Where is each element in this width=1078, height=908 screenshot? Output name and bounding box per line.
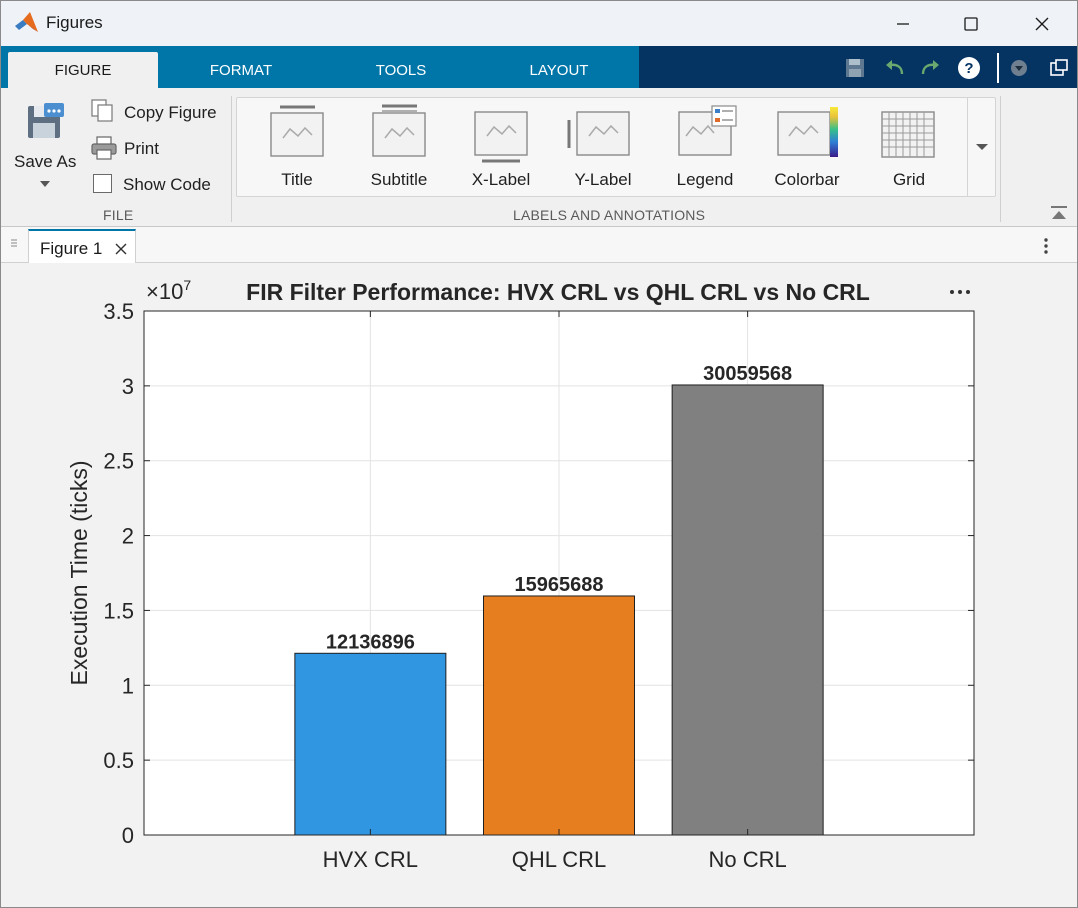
tab-figure-1[interactable]: Figure 1	[28, 229, 136, 263]
copy-figure-icon	[91, 99, 113, 122]
exponent-label: ×107	[146, 277, 191, 304]
chevron-down-icon	[40, 181, 50, 187]
x-tick-label: No CRL	[709, 847, 787, 872]
close-icon	[1035, 17, 1049, 31]
maximize-icon	[964, 17, 978, 31]
bar-chart: 12136896 15965688 30059568 0 0.5 1 1.5 2 2.5 3 3.…	[66, 277, 975, 872]
show-code-label[interactable]: Show Code	[123, 175, 211, 194]
y-tick-label: 1	[122, 673, 134, 698]
undock-button[interactable]	[1045, 54, 1073, 82]
maximize-button[interactable]	[951, 9, 991, 39]
bar-no-crl[interactable]	[671, 384, 824, 836]
y-tick-label: 0	[122, 823, 134, 848]
x-tick-label: QHL CRL	[512, 847, 607, 872]
x-tick-label: HVX CRL	[323, 847, 418, 872]
data-label: 30059568	[703, 363, 792, 385]
y-tick-label: 3.5	[103, 299, 134, 324]
y-tick-label: 2	[122, 524, 134, 549]
y-label-icon	[567, 111, 630, 156]
colorbar-label: Colorbar	[774, 170, 840, 189]
legend-gallery-item[interactable]: Legend	[654, 98, 756, 198]
colorbar-gallery-item[interactable]: Colorbar	[756, 98, 858, 198]
y-axis-label: Execution Time (ticks)	[66, 461, 92, 686]
y-label-gallery-item[interactable]: Y-Label	[552, 98, 654, 198]
undo-button[interactable]	[881, 54, 909, 82]
bar-qhl-crl[interactable]	[483, 595, 635, 836]
minimize-icon	[897, 23, 909, 25]
redo-button[interactable]	[916, 54, 944, 82]
chart-title: FIR Filter Performance: HVX CRL vs QHL C…	[246, 279, 870, 305]
grid-gallery-item[interactable]: Grid	[858, 98, 960, 198]
bar-hvx-crl[interactable]	[294, 652, 447, 836]
close-tab-icon[interactable]	[114, 242, 128, 256]
y-tick-label: 1.5	[103, 598, 134, 623]
undo-icon	[886, 60, 904, 75]
print-button[interactable]: Print	[124, 139, 159, 158]
undock-icon	[1050, 59, 1068, 76]
labels-gallery: Title Subtitle X-Label	[236, 97, 996, 197]
labels-group-caption: LABELS AND ANNOTATIONS	[513, 207, 706, 223]
tab-figure[interactable]: FIGURE	[8, 52, 158, 88]
y-label-label: Y-Label	[574, 170, 632, 189]
file-group-caption: FILE	[103, 207, 134, 223]
drag-handle-icon[interactable]	[10, 238, 18, 252]
ribbon-tab-strip: FIGURE FORMAT TOOLS LAYOUT ?	[1, 46, 1077, 88]
y-tick-label: 3	[122, 374, 134, 399]
save-icon	[846, 59, 864, 77]
axes-toolbar-button[interactable]	[950, 290, 970, 294]
data-label: 15965688	[515, 574, 604, 596]
colorbar-icon	[777, 107, 838, 157]
copy-figure-button[interactable]: Copy Figure	[124, 103, 217, 122]
tab-tools[interactable]: TOOLS	[375, 61, 427, 79]
help-button[interactable]: ?	[955, 54, 983, 82]
x-label-label: X-Label	[471, 170, 531, 189]
matlab-logo-icon	[15, 12, 38, 32]
title-gallery-item[interactable]: Title	[246, 98, 348, 198]
redo-icon	[921, 60, 939, 75]
document-tab-strip: Figure 1	[1, 227, 1077, 263]
axis-ticks: 0 0.5 1 1.5 2 2.5 3 3.5 HVX CRL QHL CRL No CRL	[103, 299, 974, 872]
close-button[interactable]	[1022, 9, 1062, 39]
y-tick-label: 2.5	[103, 449, 134, 474]
grid-icon	[881, 111, 935, 158]
subtitle-gallery-item[interactable]: Subtitle	[348, 98, 450, 198]
x-label-icon	[474, 111, 528, 163]
collapse-icon	[1011, 60, 1027, 76]
exponent-power: 7	[183, 277, 191, 293]
legend-label: Legend	[676, 170, 734, 189]
save-as-icon	[28, 103, 64, 138]
grid-label: Grid	[892, 170, 926, 189]
tab-format[interactable]: FORMAT	[209, 61, 273, 79]
svg-text:?: ?	[964, 60, 973, 77]
save-as-button[interactable]: Save As	[14, 152, 77, 171]
save-button[interactable]	[841, 54, 869, 82]
subtitle-icon	[372, 104, 426, 157]
title-icon	[270, 105, 324, 157]
collapse-button[interactable]	[1005, 54, 1033, 82]
bars: 12136896 15965688 30059568	[294, 363, 824, 836]
title-bar: Figures	[1, 1, 1077, 46]
subtitle-label: Subtitle	[370, 170, 428, 189]
title-label: Title	[281, 170, 313, 189]
y-tick-label: 0.5	[103, 748, 134, 773]
gallery-expand-button[interactable]	[967, 98, 996, 196]
minimize-button[interactable]	[883, 9, 923, 39]
x-label-gallery-item[interactable]: X-Label	[450, 98, 552, 198]
chevron-down-icon	[976, 144, 988, 150]
collapse-ribbon-icon[interactable]	[1050, 205, 1068, 221]
tab-layout[interactable]: LAYOUT	[529, 61, 589, 79]
figure-tab-label: Figure 1	[40, 239, 103, 258]
data-label: 12136896	[326, 631, 415, 653]
legend-icon	[678, 105, 737, 156]
ribbon-panel: Save As Copy Figure Print Show Code FILE	[1, 88, 1077, 227]
window-title: Figures	[46, 13, 103, 32]
more-options-icon[interactable]	[1041, 237, 1051, 255]
print-icon	[91, 136, 117, 160]
show-code-checkbox[interactable]	[93, 174, 112, 193]
help-icon: ?	[958, 57, 980, 79]
